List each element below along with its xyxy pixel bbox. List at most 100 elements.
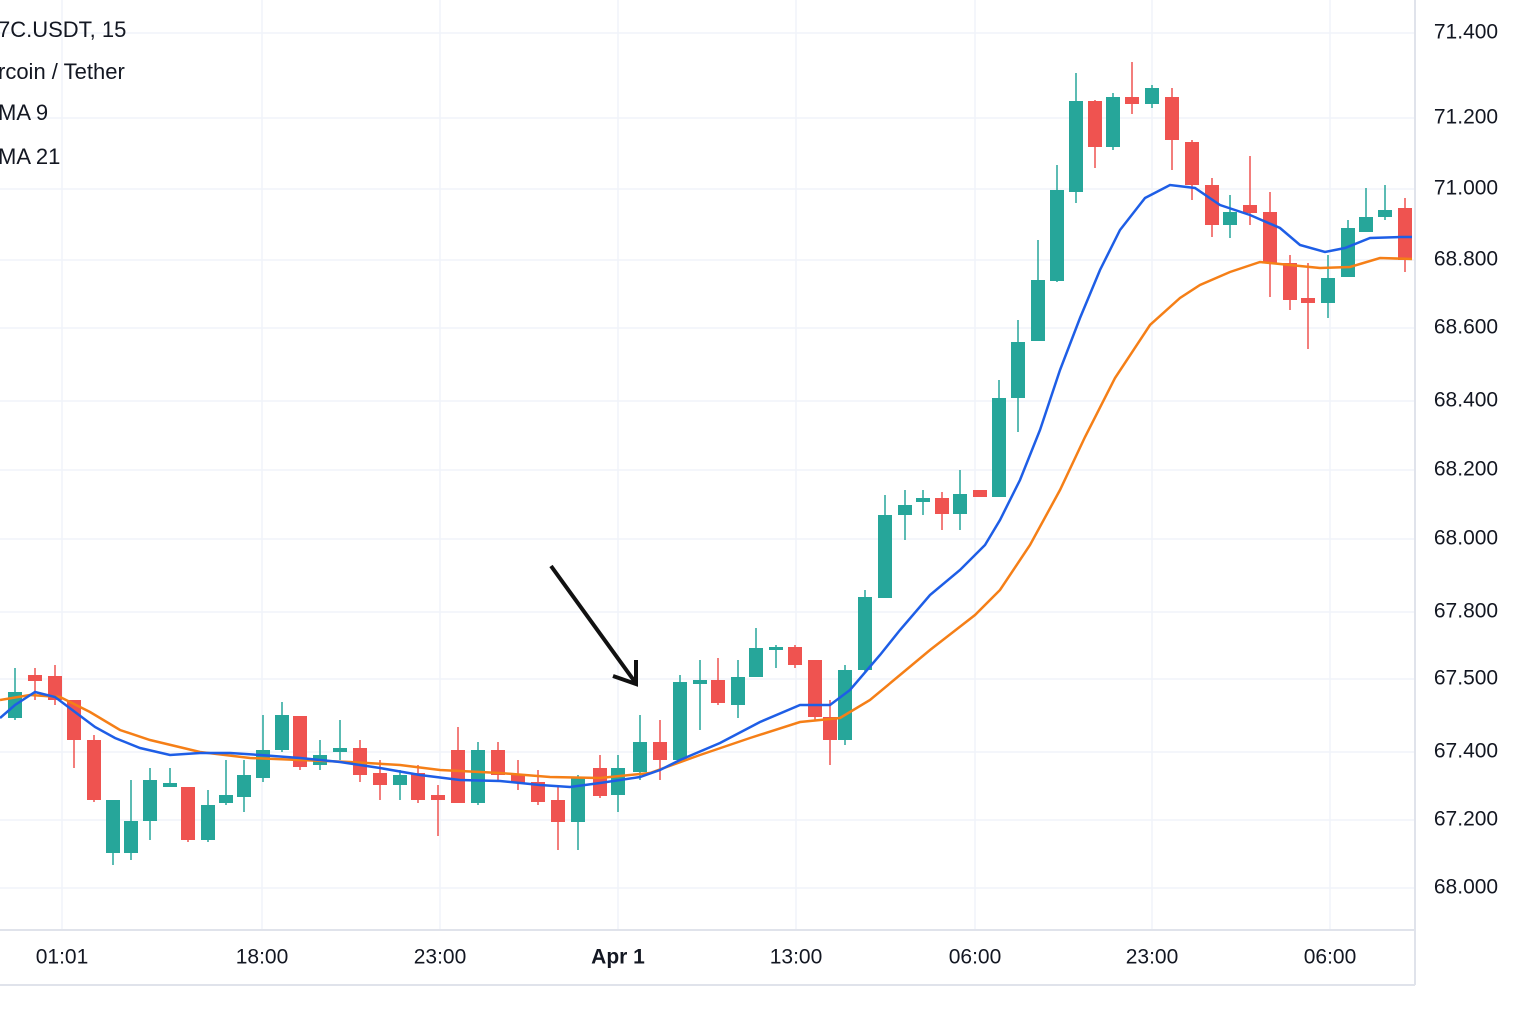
candle-body [693,680,707,684]
candle [237,760,251,812]
candle-body [181,787,195,840]
candle-body [28,675,42,681]
candles [8,62,1412,865]
price-label: 68.600 [1434,316,1498,339]
candle [471,742,485,805]
candle [1011,320,1025,432]
candle [201,790,215,842]
candle [769,645,783,668]
candle-body [411,773,425,800]
candle-body [838,670,852,740]
candle [1069,73,1083,203]
candle [106,800,120,865]
candle [1205,178,1219,237]
candle-body [953,494,967,514]
candle-body [1263,212,1277,263]
price-label: 68.800 [1434,248,1498,271]
arrow-shaft [549,564,637,684]
candle [219,760,233,805]
candle [551,785,565,850]
candle [633,715,647,780]
candle-body [916,498,930,502]
time-label: 06:00 [1304,946,1357,969]
grid [0,0,1415,930]
candle-body [256,750,270,778]
candle-body [858,597,872,670]
candle [953,470,967,530]
candle [1165,88,1179,170]
candle-body [48,676,62,700]
candle [788,645,802,668]
candle-body [491,750,505,775]
candle [992,380,1006,497]
candle [451,727,465,803]
price-label: 71.000 [1434,177,1498,200]
candle [143,768,157,840]
candle [1301,263,1315,349]
candle-body [1031,280,1045,341]
arrow [549,564,638,687]
candle [973,490,987,497]
price-label: 68.200 [1434,458,1498,481]
candle-body [1106,97,1120,147]
candle [181,787,195,842]
time-label: 18:00 [236,946,289,969]
time-label: 01:01 [36,946,89,969]
candle [1223,195,1237,238]
candle-body [1321,278,1335,303]
candle-body [633,742,647,772]
candle [858,590,872,672]
time-label: 06:00 [949,946,1002,969]
time-label: Apr 1 [591,946,645,969]
candle-body [653,742,667,760]
price-axis: 71.400 71.200 71.000 68.800 68.600 68.400 68.2… [1434,21,1498,899]
candle-body [1341,228,1355,277]
price-label: 68.000 [1434,527,1498,550]
candle-body [1185,142,1199,185]
candle [731,660,745,718]
candle [935,492,949,530]
legend-name: rcoin / Tether [0,59,125,84]
candle-body [531,782,545,802]
candle-body [1125,97,1139,104]
candle-body [451,750,465,803]
price-label: 68.400 [1434,389,1498,412]
candle-body [87,740,101,800]
candle-body [571,777,585,822]
candle [256,715,270,782]
candle-body [219,795,233,803]
candle [711,658,725,705]
candle [878,495,892,598]
candle-body [878,515,892,598]
candle-body [973,490,987,497]
candle-body [749,648,763,677]
candle-body [143,780,157,821]
candle-body [1223,212,1237,225]
candle-body [373,773,387,785]
candle-body [471,750,485,803]
candle-body [1145,88,1159,104]
candle-body [898,505,912,515]
candle [124,780,138,860]
candle-body [511,775,525,783]
time-label: 13:00 [770,946,823,969]
candle [1106,93,1120,150]
candle-body [1398,208,1412,260]
candle-body [1243,205,1257,213]
candle-body [431,795,445,800]
candle-body [823,717,837,740]
ma-9-line [0,183,1412,789]
time-label: 23:00 [1126,946,1179,969]
candle [1378,185,1392,220]
candle-body [808,660,822,717]
price-label: 67.500 [1434,667,1498,690]
candle-body [106,800,120,853]
candle-body [293,716,307,767]
candle [571,775,585,850]
candle [431,785,445,836]
candle [838,665,852,745]
time-axis: 01:01 18:00 23:00 Apr 1 13:00 06:00 23:00 06:00 [36,946,1357,969]
candle [749,628,763,677]
